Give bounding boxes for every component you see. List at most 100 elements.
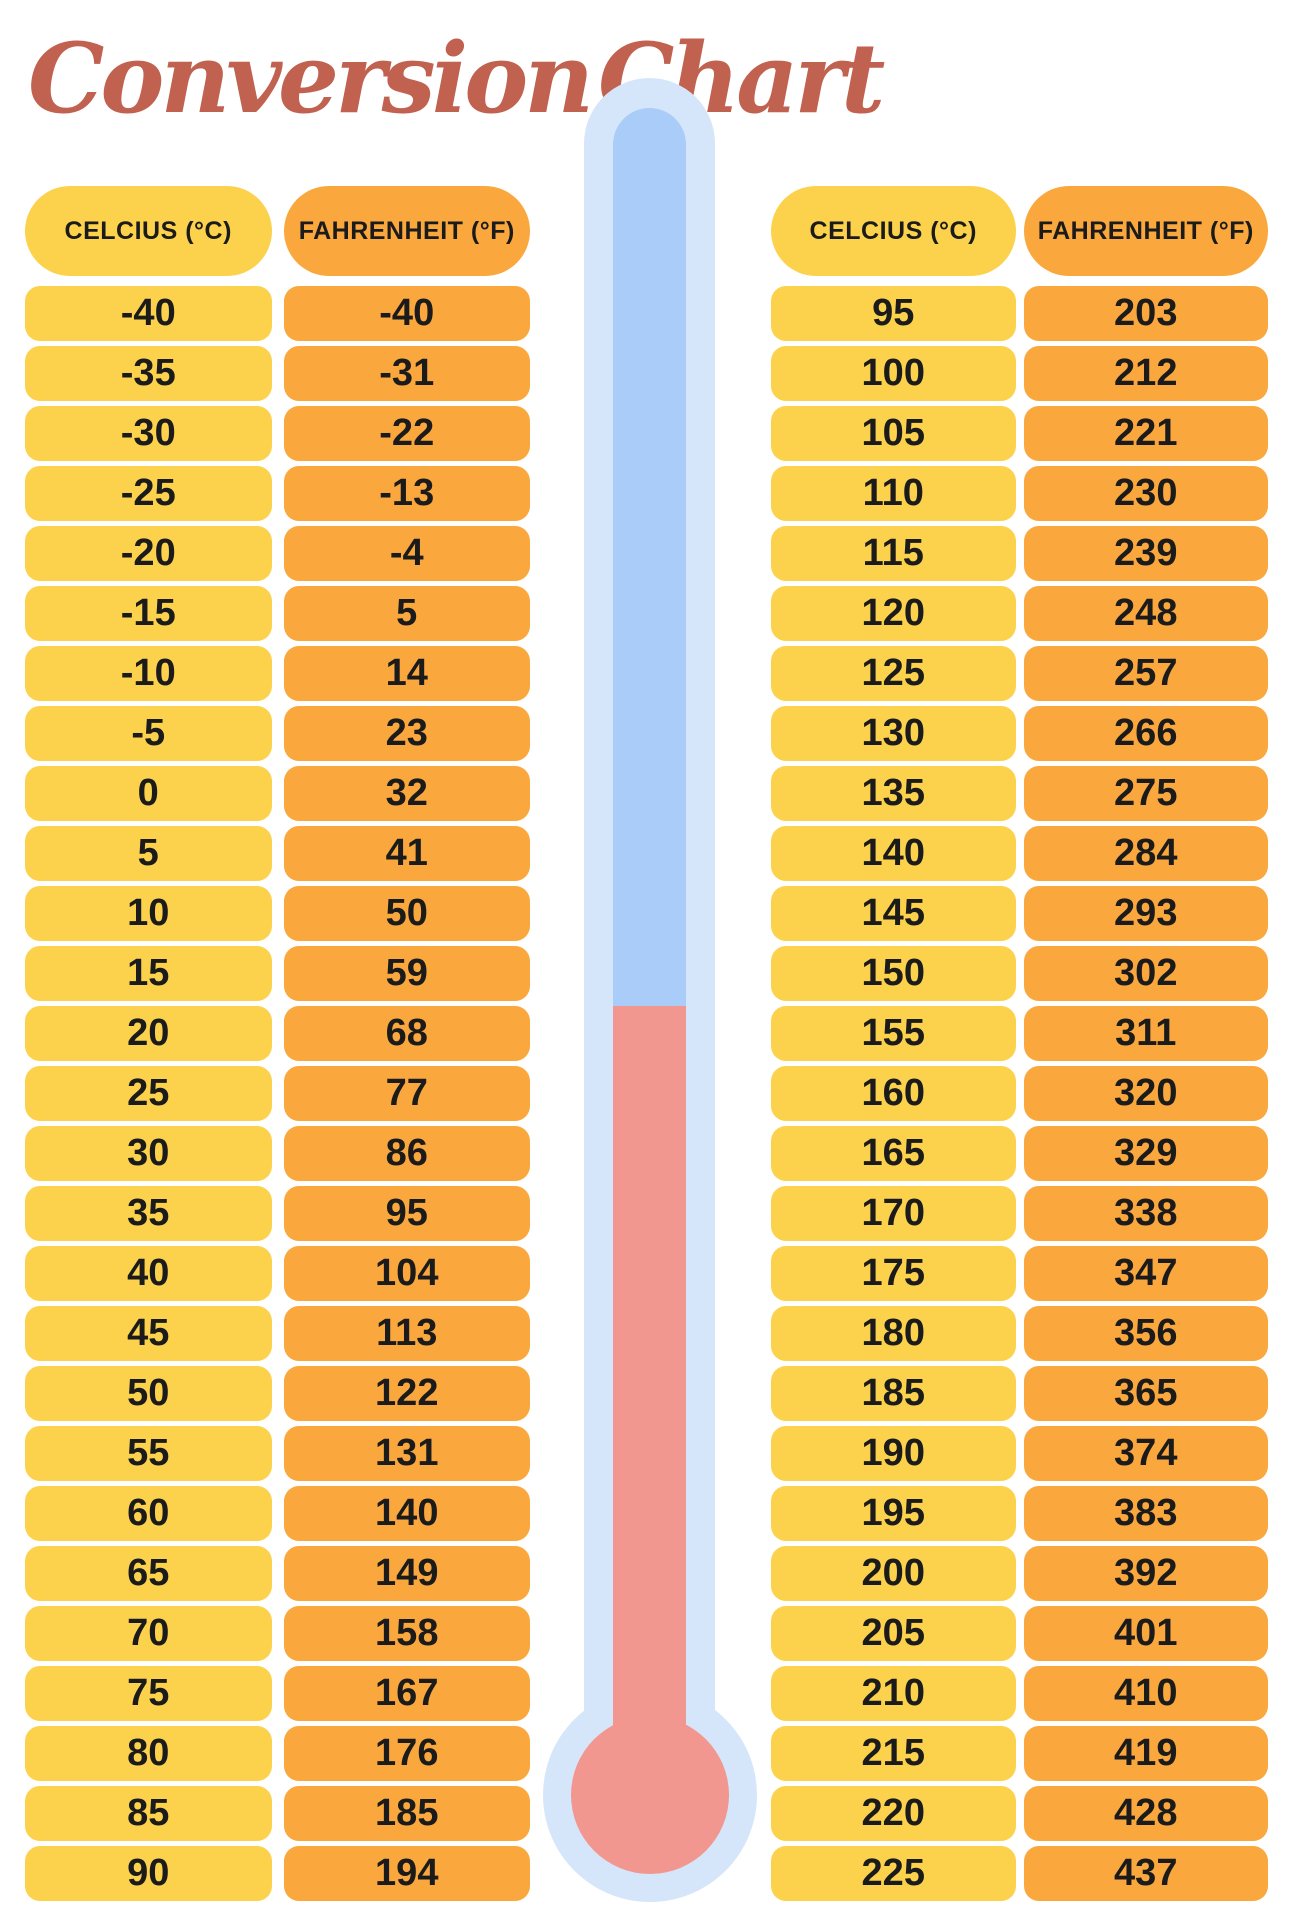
fahrenheit-cell: 167: [283, 1666, 530, 1721]
celsius-cell: 215: [771, 1726, 1016, 1781]
celsius-cell: 105: [771, 406, 1016, 461]
table-row: 190 374: [771, 1426, 1268, 1481]
table-row: 115 239: [771, 526, 1268, 581]
table-row: 0 32: [25, 766, 530, 821]
celsius-cell: -35: [25, 346, 272, 401]
celsius-cell: 225: [771, 1846, 1016, 1901]
fahrenheit-cell: 356: [1023, 1306, 1268, 1361]
thermometer-mercury-column: [613, 1006, 686, 1751]
fahrenheit-cell: 374: [1023, 1426, 1268, 1481]
table-row: 220 428: [771, 1786, 1268, 1841]
fahrenheit-cell: 185: [283, 1786, 530, 1841]
celsius-cell: -30: [25, 406, 272, 461]
celsius-cell: 135: [771, 766, 1016, 821]
fahrenheit-cell: -40: [283, 286, 530, 341]
thermometer-mercury-bulb: [571, 1716, 729, 1874]
celsius-cell: 100: [771, 346, 1016, 401]
table-row: -10 14: [25, 646, 530, 701]
fahrenheit-cell: 329: [1023, 1126, 1268, 1181]
fahrenheit-cell: 419: [1023, 1726, 1268, 1781]
fahrenheit-cell: 383: [1023, 1486, 1268, 1541]
fahrenheit-cell: 32: [283, 766, 530, 821]
table-row: 155 311: [771, 1006, 1268, 1061]
celsius-cell: -40: [25, 286, 272, 341]
table-row: 50 122: [25, 1366, 530, 1421]
left-table-header-row: CELCIUS (°C) FAHRENHEIT (°F): [25, 186, 530, 276]
fahrenheit-cell: 68: [283, 1006, 530, 1061]
celsius-cell: 130: [771, 706, 1016, 761]
fahrenheit-cell: 23: [283, 706, 530, 761]
table-row: 35 95: [25, 1186, 530, 1241]
celsius-cell: 15: [25, 946, 272, 1001]
fahrenheit-cell: 140: [283, 1486, 530, 1541]
table-row: 65 149: [25, 1546, 530, 1601]
table-row: -35 -31: [25, 346, 530, 401]
fahrenheit-cell: 95: [283, 1186, 530, 1241]
celsius-cell: 10: [25, 886, 272, 941]
table-row: 70 158: [25, 1606, 530, 1661]
fahrenheit-cell: 86: [283, 1126, 530, 1181]
celsius-cell: 175: [771, 1246, 1016, 1301]
celsius-cell: 40: [25, 1246, 272, 1301]
table-row: 60 140: [25, 1486, 530, 1541]
fahrenheit-cell: 221: [1023, 406, 1268, 461]
celsius-cell: 5: [25, 826, 272, 881]
celsius-cell: 85: [25, 1786, 272, 1841]
fahrenheit-cell: 392: [1023, 1546, 1268, 1601]
celsius-cell: 20: [25, 1006, 272, 1061]
fahrenheit-cell: 284: [1023, 826, 1268, 881]
fahrenheit-cell: 275: [1023, 766, 1268, 821]
celsius-cell: 200: [771, 1546, 1016, 1601]
table-row: 160 320: [771, 1066, 1268, 1121]
thermometer-tube-inner-blue: [613, 108, 686, 1006]
table-row: 85 185: [25, 1786, 530, 1841]
celsius-cell: -10: [25, 646, 272, 701]
right-table: CELCIUS (°C) FAHRENHEIT (°F) 95 203 100 212…: [771, 186, 1268, 1901]
table-row: -5 23: [25, 706, 530, 761]
celsius-cell: 185: [771, 1366, 1016, 1421]
celsius-cell: 140: [771, 826, 1016, 881]
table-row: -20 -4: [25, 526, 530, 581]
fahrenheit-cell: 122: [283, 1366, 530, 1421]
fahrenheit-cell: 41: [283, 826, 530, 881]
table-row: 130 266: [771, 706, 1268, 761]
celsius-cell: 150: [771, 946, 1016, 1001]
fahrenheit-cell: 230: [1023, 466, 1268, 521]
fahrenheit-cell: 266: [1023, 706, 1268, 761]
fahrenheit-cell: -31: [283, 346, 530, 401]
table-row: -30 -22: [25, 406, 530, 461]
fahrenheit-cell: 5: [283, 586, 530, 641]
table-row: 120 248: [771, 586, 1268, 641]
celsius-cell: 80: [25, 1726, 272, 1781]
celsius-cell: 0: [25, 766, 272, 821]
fahrenheit-cell: 311: [1023, 1006, 1268, 1061]
table-row: 90 194: [25, 1846, 530, 1901]
table-row: 75 167: [25, 1666, 530, 1721]
celsius-cell: -15: [25, 586, 272, 641]
fahrenheit-cell: 104: [283, 1246, 530, 1301]
table-row: 5 41: [25, 826, 530, 881]
table-row: 30 86: [25, 1126, 530, 1181]
table-row: 200 392: [771, 1546, 1268, 1601]
table-row: -25 -13: [25, 466, 530, 521]
fahrenheit-cell: 176: [283, 1726, 530, 1781]
fahrenheit-cell: 14: [283, 646, 530, 701]
table-body: 95 203 100 212 105 221 110 230 115 239 120 248 125 25…: [771, 286, 1268, 1901]
celsius-cell: 210: [771, 1666, 1016, 1721]
fahrenheit-cell: 320: [1023, 1066, 1268, 1121]
left-table: CELCIUS (°C) FAHRENHEIT (°F) -40 -40 -35 -3…: [25, 186, 530, 1901]
table-row: 20 68: [25, 1006, 530, 1061]
table-row: 225 437: [771, 1846, 1268, 1901]
celsius-cell: 70: [25, 1606, 272, 1661]
fahrenheit-cell: 293: [1023, 886, 1268, 941]
fahrenheit-header: FAHRENHEIT (°F): [283, 186, 530, 276]
fahrenheit-cell: 158: [283, 1606, 530, 1661]
fahrenheit-cell: 257: [1023, 646, 1268, 701]
table-row: 15 59: [25, 946, 530, 1001]
fahrenheit-cell: -22: [283, 406, 530, 461]
fahrenheit-cell: 437: [1023, 1846, 1268, 1901]
celsius-cell: 60: [25, 1486, 272, 1541]
table-row: 175 347: [771, 1246, 1268, 1301]
celsius-cell: 180: [771, 1306, 1016, 1361]
table-row: 110 230: [771, 466, 1268, 521]
